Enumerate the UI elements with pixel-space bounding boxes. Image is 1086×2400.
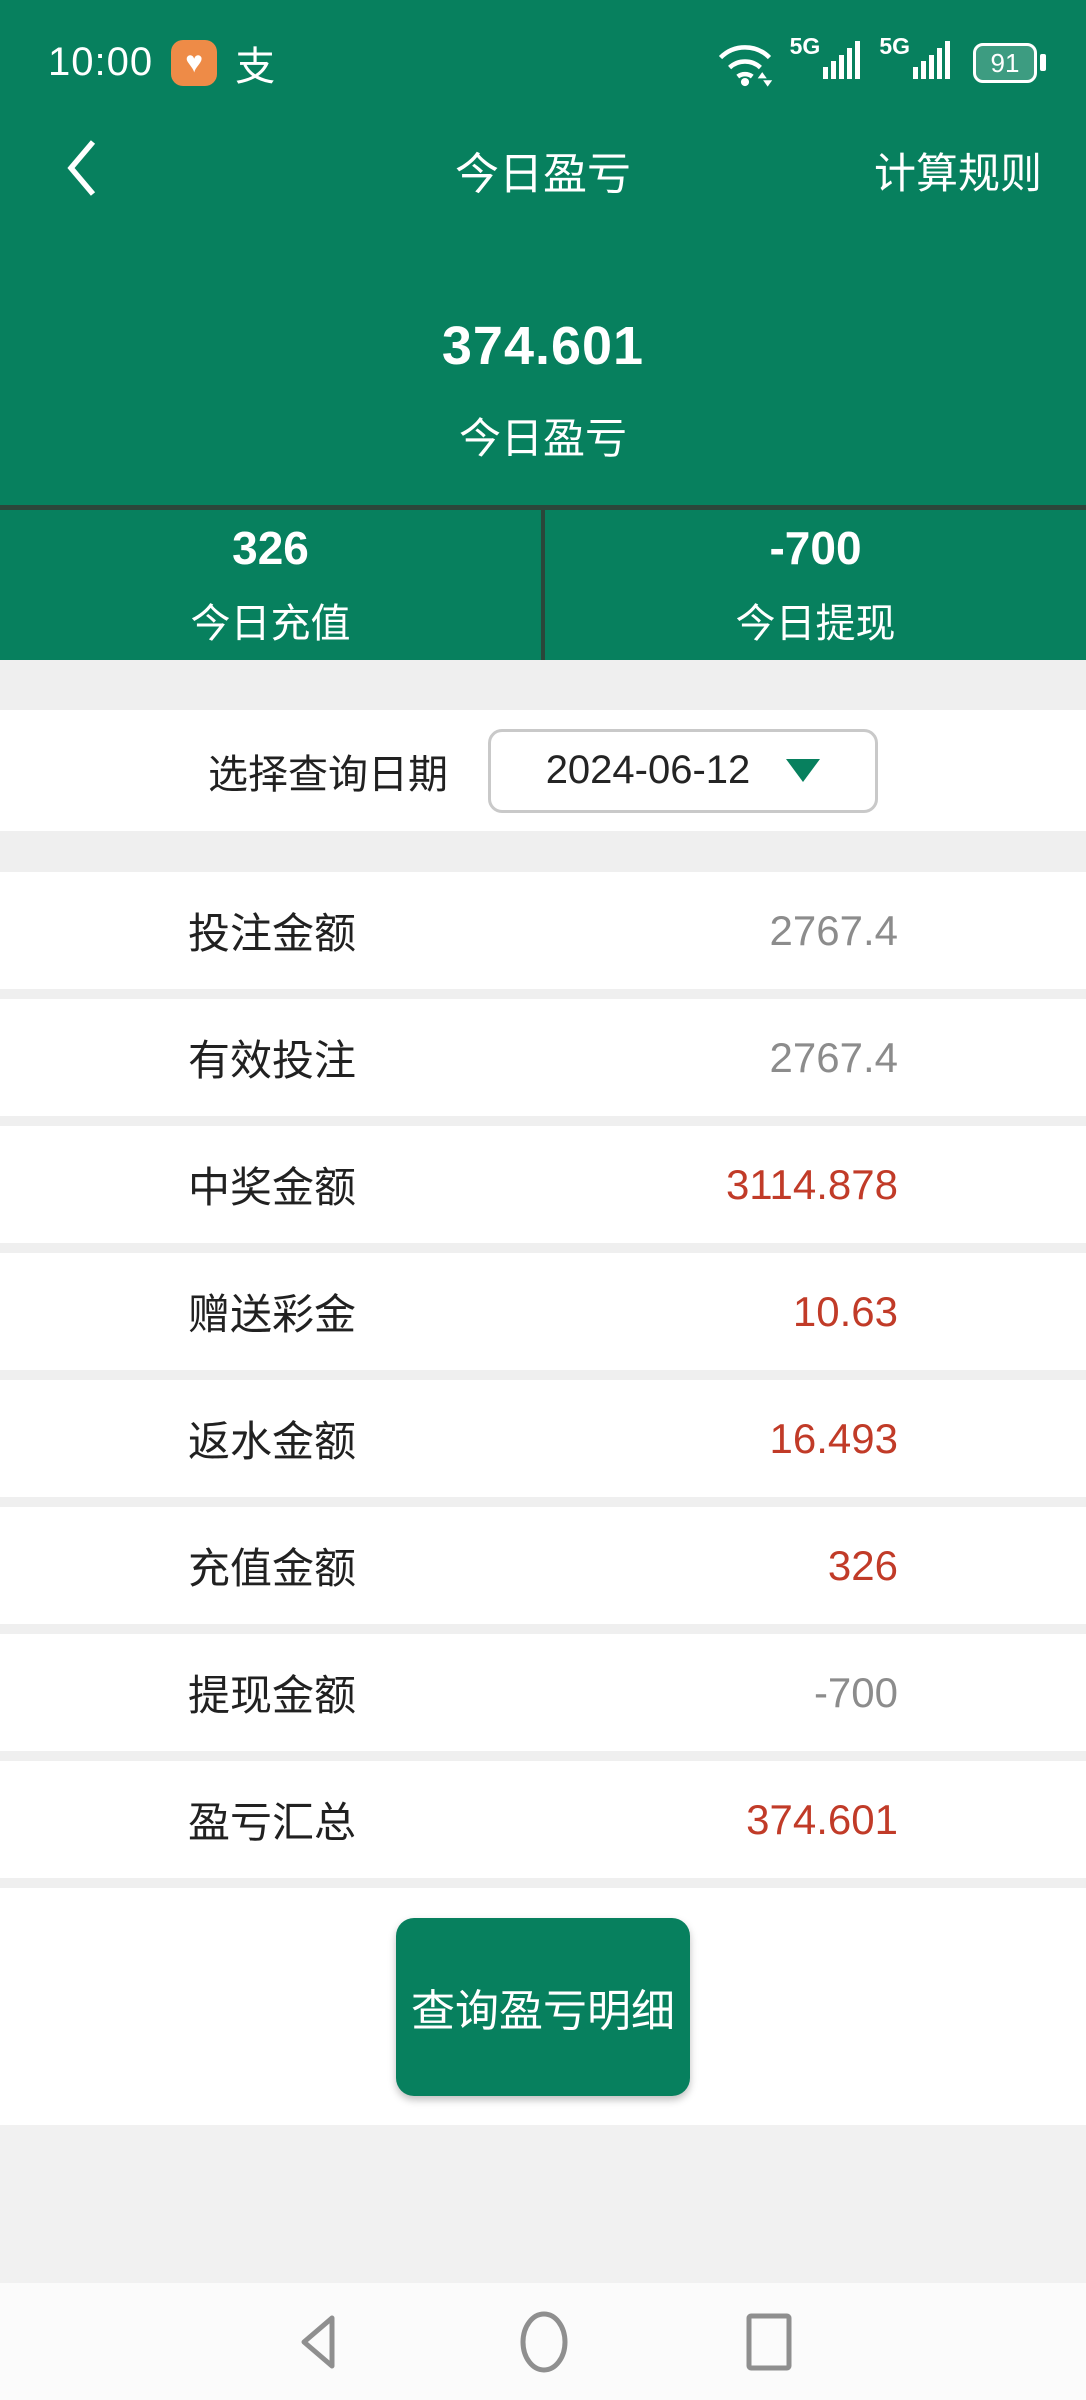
summary-row-value: 2767.4 xyxy=(769,906,898,954)
summary-row-label: 投注金额 xyxy=(188,910,357,957)
summary-row: 中奖金额 3114.878 xyxy=(0,1126,1086,1243)
summary-row-label: 中奖金额 xyxy=(188,1164,357,1211)
network-type-badge: 5G xyxy=(789,33,821,59)
today-withdraw-value: -700 xyxy=(769,522,862,574)
summary-row-label: 盈亏汇总 xyxy=(188,1799,357,1846)
summary-row-value: 326 xyxy=(827,1541,898,1589)
bottom-filler xyxy=(0,2125,1086,2283)
date-picker-row: 选择查询日期 2024-06-12 xyxy=(0,710,1086,831)
calculation-rules-link[interactable]: 计算规则 xyxy=(873,149,1042,197)
chevron-down-icon xyxy=(786,759,821,782)
summary-row: 充值金额 326 xyxy=(0,1507,1086,1624)
clock-time: 10:00 xyxy=(48,40,154,84)
heart-icon: ♥ xyxy=(185,45,204,79)
nav-home-button[interactable] xyxy=(517,2309,571,2375)
battery-icon: 91 xyxy=(973,42,1046,83)
summary-row: 提现金额 -700 xyxy=(0,1634,1086,1751)
summary-row: 赠送彩金 10.63 xyxy=(0,1253,1086,1370)
today-withdraw-stat: -700 今日提现 xyxy=(545,510,1086,660)
summary-row: 返水金额 16.493 xyxy=(0,1380,1086,1497)
summary-row: 有效投注 2767.4 xyxy=(0,999,1086,1116)
hero-summary: 374.601 今日盈亏 xyxy=(0,225,1086,505)
button-section: 查询盈亏明细 xyxy=(0,1888,1086,2125)
summary-row-label: 赠送彩金 xyxy=(188,1291,357,1338)
today-stats-band: 326 今日充值 -700 今日提现 xyxy=(0,505,1086,660)
signal-bars-icon xyxy=(823,41,863,84)
hero-section: 10:00 ♥ 支 5G xyxy=(0,0,1086,660)
date-picker-dropdown[interactable]: 2024-06-12 xyxy=(488,728,878,813)
today-profit-label: 今日盈亏 xyxy=(458,415,627,462)
nav-recents-square-icon xyxy=(746,2313,792,2370)
status-bar-left: 10:00 ♥ 支 xyxy=(48,34,275,92)
android-nav-bar xyxy=(0,2283,1086,2400)
back-button[interactable] xyxy=(62,135,100,206)
alipay-icon: 支 xyxy=(235,44,276,89)
wifi-icon xyxy=(716,38,774,88)
nav-home-circle-icon xyxy=(520,2311,568,2372)
signal-bars-icon xyxy=(913,41,953,84)
query-profit-detail-button[interactable]: 查询盈亏明细 xyxy=(396,1917,690,2096)
summary-row-value: 2767.4 xyxy=(769,1033,898,1081)
back-chevron-icon xyxy=(62,135,100,206)
section-divider xyxy=(0,1878,1086,1888)
battery-percent: 91 xyxy=(990,47,1020,78)
today-recharge-label: 今日充值 xyxy=(190,602,351,646)
summary-row-value: 16.493 xyxy=(769,1414,898,1462)
status-bar: 10:00 ♥ 支 5G xyxy=(0,0,1086,115)
today-profit-amount: 374.601 xyxy=(441,316,645,376)
summary-row-value: 10.63 xyxy=(792,1287,898,1335)
summary-row: 投注金额 2767.4 xyxy=(0,872,1086,989)
network-type-badge: 5G xyxy=(879,33,910,59)
date-picker-label: 选择查询日期 xyxy=(208,752,448,797)
health-app-icon: ♥ xyxy=(171,39,218,86)
nav-recents-button[interactable] xyxy=(744,2311,794,2373)
page-title: 今日盈亏 xyxy=(455,150,631,199)
today-withdraw-label: 今日提现 xyxy=(735,602,896,646)
summary-row-label: 充值金额 xyxy=(188,1545,357,1592)
summary-row-value: 3114.878 xyxy=(725,1160,898,1208)
signal-group-2: 5G xyxy=(879,35,953,84)
today-recharge-value: 326 xyxy=(232,522,309,574)
summary-list: 投注金额 2767.4 有效投注 2767.4 中奖金额 3114.878 赠送… xyxy=(0,872,1086,1878)
date-picker-value: 2024-06-12 xyxy=(545,748,751,792)
summary-row-value: -700 xyxy=(813,1668,898,1716)
nav-back-triangle-icon xyxy=(301,2315,335,2368)
summary-row-label: 提现金额 xyxy=(188,1672,357,1719)
nav-back-button[interactable] xyxy=(292,2311,344,2373)
status-bar-right: 5G 5G xyxy=(716,35,1046,88)
battery-nub xyxy=(1040,54,1046,71)
summary-row-label: 有效投注 xyxy=(188,1037,357,1084)
app-bar: 今日盈亏 计算规则 xyxy=(0,115,1086,225)
summary-row-label: 返水金额 xyxy=(188,1418,357,1465)
section-divider xyxy=(0,660,1086,710)
section-divider xyxy=(0,831,1086,872)
summary-row-value: 374.601 xyxy=(746,1795,898,1843)
summary-row: 盈亏汇总 374.601 xyxy=(0,1761,1086,1878)
battery-body: 91 xyxy=(973,42,1037,83)
signal-group-1: 5G xyxy=(790,35,864,84)
today-recharge-stat: 326 今日充值 xyxy=(0,510,545,660)
